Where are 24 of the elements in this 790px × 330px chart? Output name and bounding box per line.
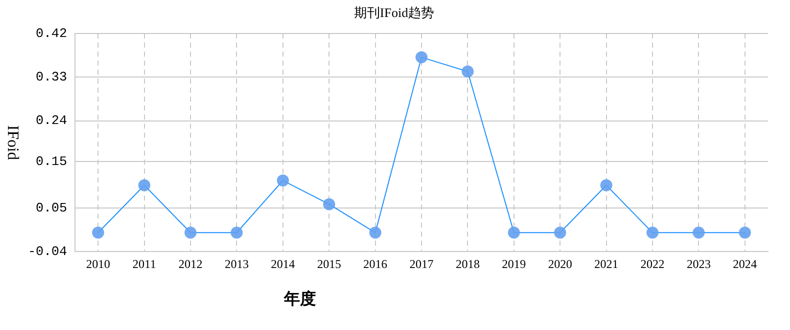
- x-tick-label: 2021: [594, 256, 618, 271]
- y-tick-label: 0.42: [36, 26, 68, 42]
- x-tick-label: 2024: [732, 256, 757, 271]
- x-tick-label: 2013: [224, 256, 249, 271]
- y-tick-label: 0.33: [36, 70, 68, 85]
- x-tick-label: 2016: [363, 256, 388, 271]
- x-tick-label: 2014: [270, 256, 295, 271]
- x-tick-label: 2011: [132, 256, 156, 271]
- x-tick-label: 2017: [410, 256, 434, 271]
- chart-title: 期刊IFoid趋势: [354, 5, 434, 20]
- x-axis-title: 年度: [283, 289, 316, 308]
- y-tick-label: 0.15: [36, 154, 68, 169]
- x-tick-label: 2020: [548, 256, 572, 271]
- x-tick-label: 2023: [686, 256, 711, 271]
- y-tick-label: 0.05: [36, 200, 68, 216]
- y-tick-label: 0.24: [36, 113, 68, 128]
- y-tick-label: -0.04: [28, 244, 68, 260]
- x-tick-label: 2019: [502, 256, 526, 271]
- x-tick-label: 2012: [178, 256, 203, 271]
- x-tick-label: 2018: [456, 256, 480, 271]
- x-tick-label: 2010: [86, 256, 110, 271]
- y-axis-title: IFoid: [4, 125, 21, 160]
- x-tick-label: 2022: [640, 256, 664, 271]
- x-tick-label: 2015: [317, 256, 342, 271]
